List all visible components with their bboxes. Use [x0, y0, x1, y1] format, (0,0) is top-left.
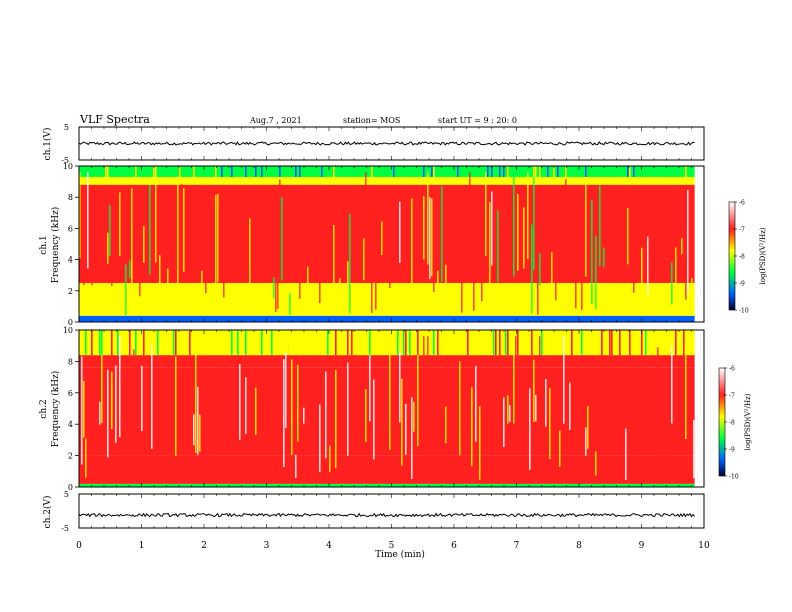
time-tick-label: 10 — [698, 541, 710, 551]
ch2-spec-image — [79, 330, 704, 487]
ch2-waveform-panel: 5 -5 — [61, 490, 705, 533]
ch2-spec-ytick-label: 2 — [68, 452, 73, 461]
ch2-spec-band — [79, 355, 704, 368]
ch2-spectrogram-panel: 0 2 4 6 8 10 — [63, 326, 705, 492]
ch2-colorbar-label: log(PSD)(V²/Hz) — [744, 393, 752, 450]
colorbar-tick-label: -9 — [739, 281, 745, 288]
ch1-wave-ytick-label: 5 — [64, 123, 69, 132]
ch2-wave-trace — [78, 512, 695, 518]
ch1-spec-ytick-label: 2 — [68, 287, 73, 296]
time-tick-label: 2 — [201, 541, 207, 551]
time-tick-label: 0 — [76, 541, 82, 551]
ch2-spec-band — [79, 367, 704, 456]
ch1-spec-ylabel: ch.1 — [39, 235, 49, 254]
ch1-spec-ytick-label: 10 — [63, 162, 73, 171]
ch1-freq-label: Frequency (kHz) — [50, 207, 61, 284]
ch2-spec-ytick-label: 4 — [68, 420, 73, 429]
ch2-colorbar: log(PSD)(V²/Hz) -6 -7 -8 -9 -10 — [718, 366, 752, 481]
ch1-spec-ytick-label: 8 — [68, 193, 73, 202]
colorbar-tick-label: -10 — [729, 474, 739, 481]
time-tick-label: 3 — [264, 541, 270, 551]
ch2-spec-ytick-label: 6 — [68, 389, 73, 398]
colorbar-tick-label: -6 — [729, 366, 735, 373]
header-date: Aug.7 , 2021 — [249, 116, 302, 125]
ch1-spec-nodata — [694, 166, 704, 322]
colorbar-tick-label: -7 — [729, 393, 735, 400]
ch2-spec-ytick-label: 8 — [68, 357, 73, 366]
ch1-colorbar-label: log(PSD)(V²/Hz) — [759, 227, 767, 284]
time-tick-label: 5 — [389, 541, 395, 551]
ch2-wave-ytick-label: -5 — [61, 524, 69, 533]
time-axis-label: Time (min) — [375, 549, 425, 560]
time-tick-label: 8 — [576, 541, 582, 551]
header-start-time: start UT = 9 : 20: 0 — [438, 116, 517, 125]
ch1-spec-image — [79, 166, 704, 322]
ch1-spec-band — [79, 176, 704, 185]
ch2-spec-ylabel: ch.2 — [39, 399, 49, 418]
colorbar-tick-label: -9 — [729, 447, 735, 454]
ch1-spectrogram-panel: 0 2 4 6 8 10 — [63, 162, 705, 327]
time-tick-label: 9 — [639, 541, 645, 551]
ch2-spec-band — [79, 455, 704, 484]
time-tick-label: 4 — [326, 541, 332, 551]
ch1-spec-ytick-label: 0 — [68, 318, 73, 327]
ch1-spec-band — [79, 283, 704, 316]
ch1-spec-band — [79, 184, 704, 283]
time-tick-label: 6 — [451, 541, 457, 551]
time-tick-label: 7 — [514, 541, 520, 551]
ch2-spec-ytick-label: 10 — [63, 326, 73, 335]
time-tick-label: 1 — [139, 541, 145, 551]
ch1-spec-band — [79, 166, 704, 177]
ch2-wave-frame — [78, 493, 705, 529]
colorbar-tick-label: -8 — [739, 254, 745, 261]
ch2-spec-ytick-label: 0 — [68, 483, 73, 492]
ch2-spec-nodata — [694, 330, 704, 487]
ch2-wave-ytick-label: 5 — [64, 490, 69, 499]
colorbar-tick-label: -6 — [739, 200, 745, 207]
figure-title: VLF Spectra — [79, 113, 150, 126]
ch1-waveform-panel: 5 -5 — [61, 123, 705, 165]
ch1-spec-ytick-label: 6 — [68, 224, 73, 233]
ch2-freq-label: Frequency (kHz) — [50, 371, 61, 448]
colorbar-tick-label: -7 — [739, 227, 745, 234]
header-station: station= MOS — [343, 116, 400, 125]
time-axis: 0 1 2 3 4 5 6 7 8 9 10 — [76, 541, 710, 551]
colorbar-tick-label: -10 — [739, 308, 749, 315]
ch1-colorbar: log(PSD)(V²/Hz) -6 -7 -8 -9 -10 — [728, 200, 767, 315]
ch1-wave-trace — [78, 141, 695, 146]
ch1-wave-ytick-label: -5 — [61, 156, 69, 165]
colorbar-tick-label: -8 — [729, 420, 735, 427]
ch2-wave-ylabel: ch.2(V) — [42, 496, 53, 529]
ch1-wave-ylabel: ch.1(V) — [42, 128, 53, 161]
ch1-spec-ytick-label: 4 — [68, 256, 73, 265]
